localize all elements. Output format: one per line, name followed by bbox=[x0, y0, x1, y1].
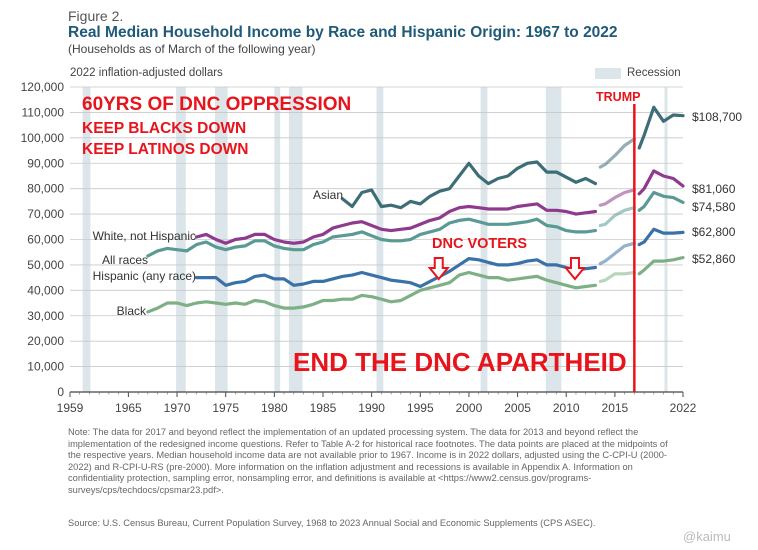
watermark: @kaimu bbox=[683, 529, 731, 544]
x-tick-label: 2015 bbox=[602, 401, 629, 415]
y-tick-label: 40,000 bbox=[27, 283, 64, 297]
series-line-2-seg-0 bbox=[146, 217, 598, 258]
series-end-label-1: $81,060 bbox=[692, 182, 736, 196]
overlay-line-3: KEEP LATINOS DOWN bbox=[82, 141, 249, 158]
overlay-trump: TRUMP bbox=[596, 90, 641, 104]
y-tick-label: 120,000 bbox=[21, 80, 65, 94]
series-line-4-seg-0 bbox=[146, 270, 598, 314]
recession-swatch bbox=[595, 67, 621, 79]
series-label-0: Asian bbox=[313, 188, 343, 202]
series-label-3: Hispanic (any race) bbox=[93, 269, 196, 283]
x-tick-label: 1975 bbox=[212, 401, 239, 415]
x-tick-label: 1985 bbox=[310, 401, 337, 415]
income-chart: 0 10,000 20,000 30,000 40,000 50,000 60,000 70,… bbox=[21, 80, 743, 415]
series-line-4-seg-2 bbox=[637, 256, 685, 276]
overlay-footer: END THE DNC APARTHEID bbox=[293, 347, 627, 377]
x-tick-label: 1965 bbox=[115, 401, 142, 415]
y-tick-label: 110,000 bbox=[22, 105, 65, 119]
y-tick-label: 70,000 bbox=[27, 207, 64, 221]
recession-legend-label: Recession bbox=[627, 67, 681, 79]
x-tick-label: 1980 bbox=[261, 401, 288, 415]
series-end-label-4: $52,860 bbox=[692, 252, 736, 266]
series-line-1-seg-2 bbox=[637, 169, 685, 196]
series-line-3-seg-1 bbox=[598, 241, 636, 266]
y-tick-label: 10,000 bbox=[27, 360, 64, 374]
y-unit-label: 2022 inflation-adjusted dollars bbox=[70, 67, 223, 79]
overlay-headline: 60YRS OF DNC OPPRESSION bbox=[82, 94, 352, 115]
x-tick-label: 1970 bbox=[164, 401, 191, 415]
series-label-2: All races bbox=[102, 253, 148, 267]
series-line-4-seg-1 bbox=[598, 270, 636, 283]
recession-legend: Recession bbox=[595, 67, 681, 79]
chart-note: Note: The data for 2017 and beyond refle… bbox=[68, 427, 668, 495]
y-tick-label: 90,000 bbox=[27, 156, 64, 170]
series-line-0-seg-0 bbox=[340, 160, 598, 210]
y-tick-label: 20,000 bbox=[27, 334, 64, 348]
series-line-3-seg-2 bbox=[637, 227, 685, 247]
overlay-line-2: KEEP BLACKS DOWN bbox=[82, 120, 247, 137]
chart-source: Source: U.S. Census Bureau, Current Popu… bbox=[68, 518, 596, 528]
y-tick-label: 0 bbox=[57, 385, 64, 399]
x-tick-label: 2010 bbox=[553, 401, 580, 415]
y-tick-label: 30,000 bbox=[27, 309, 64, 323]
figure-label: Figure 2. bbox=[68, 8, 124, 24]
y-tick-label: 60,000 bbox=[27, 233, 64, 247]
down-arrow-icon-1 bbox=[563, 257, 587, 281]
x-tick-label: 1995 bbox=[407, 401, 434, 415]
y-tick-label: 80,000 bbox=[27, 182, 64, 196]
series-line-2-seg-1 bbox=[598, 206, 636, 228]
series-line-0-seg-1 bbox=[598, 137, 636, 169]
x-tick-label: 2022 bbox=[670, 401, 697, 415]
series-label-4: Black bbox=[117, 304, 147, 318]
series-end-label-3: $62,800 bbox=[692, 225, 736, 239]
y-tick-label: 50,000 bbox=[27, 258, 64, 272]
series-end-label-2: $74,580 bbox=[692, 200, 736, 214]
series-line-3-seg-0 bbox=[194, 257, 598, 289]
chart-subtitle: (Households as of March of the following… bbox=[68, 42, 316, 56]
x-tick-label: 1959 bbox=[57, 401, 84, 415]
x-tick-label: 2005 bbox=[504, 401, 531, 415]
down-arrow-icon-0 bbox=[427, 257, 450, 281]
series-line-2-seg-2 bbox=[637, 190, 685, 212]
y-tick-label: 100,000 bbox=[21, 131, 65, 145]
series-label-1: White, not Hispanic bbox=[93, 229, 196, 243]
overlay-dnc-voters: DNC VOTERS bbox=[432, 236, 528, 252]
series-line-1-seg-1 bbox=[598, 188, 636, 207]
series-end-label-0: $108,700 bbox=[692, 110, 742, 124]
series-line-1-seg-0 bbox=[194, 202, 598, 245]
x-tick-label: 1990 bbox=[358, 401, 385, 415]
chart-title: Real Median Household Income by Race and… bbox=[68, 24, 618, 41]
x-tick-label: 2000 bbox=[456, 401, 483, 415]
series-line-0-seg-2 bbox=[637, 105, 685, 150]
